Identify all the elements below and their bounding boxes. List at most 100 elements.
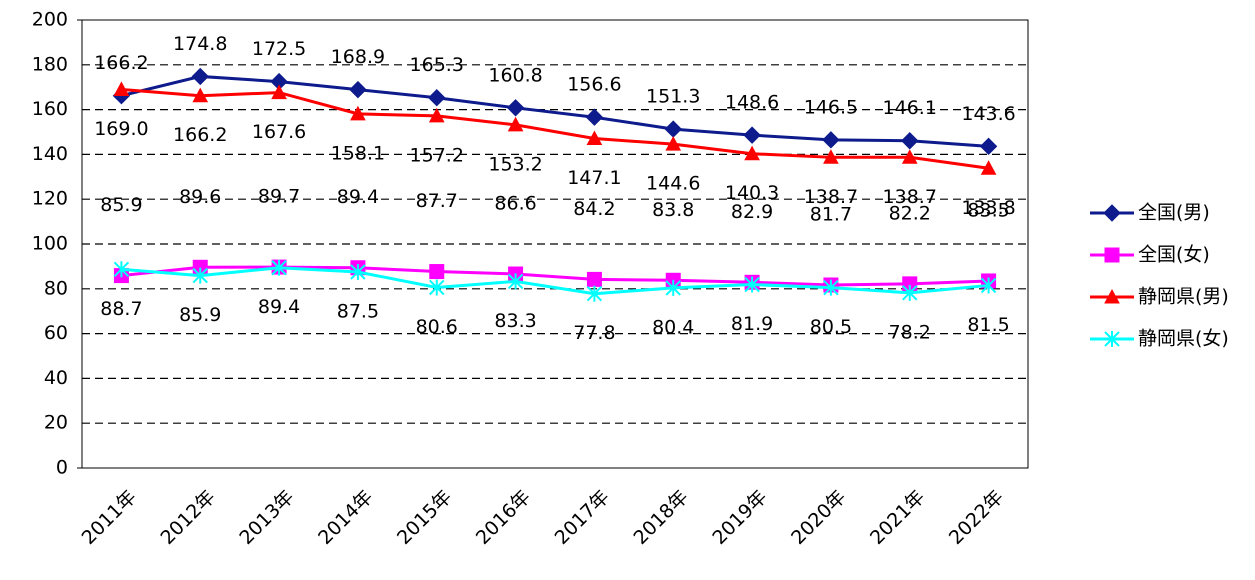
data-label: 78.2 <box>889 321 931 343</box>
y-tick-label: 60 <box>44 322 68 344</box>
data-point <box>902 284 918 301</box>
data-point <box>350 105 366 121</box>
data-label: 80.4 <box>652 316 694 338</box>
data-label: 138.7 <box>804 186 858 208</box>
data-label: 174.8 <box>173 33 227 55</box>
data-label: 82.2 <box>889 202 931 224</box>
series-line <box>121 265 989 287</box>
data-point <box>823 149 839 164</box>
series-line <box>121 74 989 148</box>
data-label: 80.6 <box>416 316 458 338</box>
data-label: 81.5 <box>967 314 1009 336</box>
data-label: 83.3 <box>494 310 536 332</box>
data-point <box>428 107 445 123</box>
data-label: 168.9 <box>331 46 385 68</box>
x-tick-label: 2013年 <box>235 486 298 549</box>
data-label: 153.2 <box>488 153 542 175</box>
data-label: 81.9 <box>731 313 773 335</box>
data-label: 166.2 <box>173 124 227 146</box>
data-point <box>586 271 602 287</box>
data-point <box>192 267 208 284</box>
data-label: 84.2 <box>573 198 615 220</box>
data-label: 87.7 <box>416 190 458 212</box>
data-point <box>744 145 760 161</box>
y-tick-label: 20 <box>44 412 68 434</box>
data-point <box>979 137 998 156</box>
data-label: 87.5 <box>337 301 379 323</box>
data-label: 77.8 <box>573 322 615 344</box>
data-label: 160.8 <box>488 64 542 86</box>
data-label: 146.5 <box>804 96 858 118</box>
data-label: 81.7 <box>810 203 852 225</box>
data-label: 166.2 <box>94 52 148 74</box>
data-label: 138.7 <box>883 186 937 208</box>
data-label: 169.0 <box>94 118 148 140</box>
data-point <box>113 81 130 96</box>
data-point <box>901 132 919 150</box>
data-label: 165.3 <box>410 54 464 76</box>
y-tick-label: 120 <box>32 188 68 210</box>
legend-label: 静岡県(女) <box>1138 328 1229 350</box>
data-point <box>901 149 918 164</box>
x-tick-label: 2021年 <box>866 486 929 549</box>
data-label: 86.6 <box>494 193 536 215</box>
x-tick-label: 2012年 <box>156 486 219 549</box>
legend-marker <box>1104 288 1120 304</box>
data-label: 151.3 <box>646 86 700 108</box>
data-label: 148.6 <box>725 92 779 114</box>
y-tick-label: 200 <box>32 9 68 31</box>
data-point <box>586 130 603 145</box>
data-point <box>664 120 682 138</box>
data-label: 83.8 <box>652 199 694 221</box>
data-label: 157.2 <box>410 144 464 166</box>
data-label: 85.9 <box>179 304 221 326</box>
data-label: 144.6 <box>646 173 700 195</box>
data-point <box>980 277 997 294</box>
data-label: 140.3 <box>725 182 779 204</box>
y-tick-label: 80 <box>44 277 68 299</box>
x-tick-label: 2014年 <box>314 486 377 549</box>
data-label: 167.6 <box>252 121 306 143</box>
data-point <box>585 108 604 126</box>
legend-marker <box>1103 204 1121 222</box>
series-line <box>121 87 989 170</box>
data-point <box>507 116 524 132</box>
data-label: 85.9 <box>100 194 142 216</box>
x-tick-label: 2019年 <box>708 486 771 549</box>
legend-label: 静岡県(男) <box>1138 286 1229 308</box>
data-label: 80.5 <box>810 316 852 338</box>
x-tick-label: 2011年 <box>78 486 141 549</box>
data-point <box>192 87 209 103</box>
data-point <box>665 279 681 296</box>
data-label: 158.1 <box>331 142 385 164</box>
x-tick-label: 2016年 <box>472 486 535 549</box>
data-point <box>586 285 603 302</box>
x-tick-label: 2020年 <box>787 486 850 549</box>
y-tick-label: 40 <box>44 367 68 389</box>
series-line <box>121 266 989 296</box>
data-point <box>271 259 287 276</box>
x-tick-label: 2015年 <box>393 486 456 549</box>
data-point <box>980 160 997 175</box>
data-label: 82.9 <box>731 201 773 223</box>
data-point <box>113 261 130 278</box>
data-point <box>665 136 682 151</box>
data-point <box>507 273 524 290</box>
x-tick-label: 2018年 <box>629 486 692 549</box>
data-label: 146.1 <box>883 97 937 119</box>
data-point <box>350 264 366 280</box>
data-point <box>429 264 445 280</box>
data-label: 89.4 <box>258 296 300 318</box>
y-tick-label: 100 <box>32 233 68 255</box>
data-point <box>429 279 445 296</box>
data-point <box>428 89 446 107</box>
data-label: 83.5 <box>967 199 1009 221</box>
data-point <box>506 99 525 117</box>
data-point <box>823 279 839 296</box>
legend-label: 全国(男) <box>1138 202 1210 224</box>
x-tick-label: 2022年 <box>945 486 1008 549</box>
x-tick-label: 2017年 <box>551 486 614 549</box>
legend-label: 全国(女) <box>1138 244 1210 266</box>
data-label: 133.8 <box>961 197 1015 219</box>
data-label: 156.6 <box>567 74 621 96</box>
